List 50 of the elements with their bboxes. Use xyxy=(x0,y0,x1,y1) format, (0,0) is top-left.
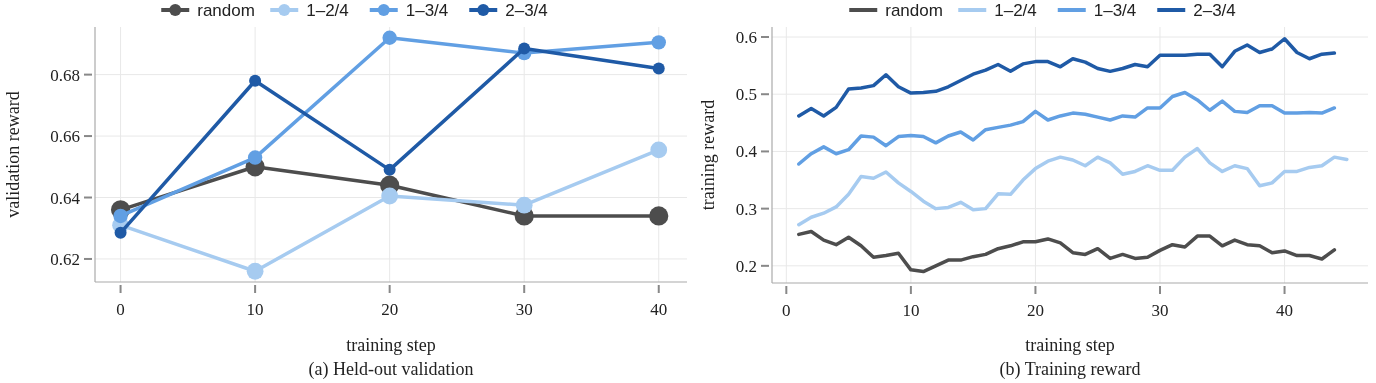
legend-label: 2–3/4 xyxy=(1193,1,1236,20)
text: (a) Held-out validation xyxy=(308,359,474,380)
legend-label: 1–3/4 xyxy=(405,1,449,20)
x-tick-label: 10 xyxy=(902,301,920,320)
point xyxy=(652,62,665,75)
y-tick-label: 0.4 xyxy=(735,142,758,162)
line-series xyxy=(797,90,1337,166)
y-tick-label: 0.6 xyxy=(735,28,757,48)
point xyxy=(114,226,127,239)
point xyxy=(249,74,262,87)
x-tick-label: 20 xyxy=(381,300,399,319)
legend-label: 1–2/4 xyxy=(994,1,1037,20)
y-tick-label: 0.5 xyxy=(735,85,757,105)
point xyxy=(650,141,668,159)
legend-label: 1–2/4 xyxy=(306,1,349,20)
point xyxy=(246,262,264,280)
x-tick-label: 0 xyxy=(782,301,791,320)
y-tick-label: 0.62 xyxy=(50,249,80,269)
y-tick-label: 0.64 xyxy=(50,188,81,208)
y-tick-label: 0.3 xyxy=(735,199,757,219)
line-series xyxy=(797,146,1349,227)
y-axis-title: validation reward xyxy=(3,91,23,218)
legend-label: 1–3/4 xyxy=(1093,1,1137,20)
x-tick-label: 30 xyxy=(515,300,533,319)
x-tick-label: 10 xyxy=(246,300,264,319)
line-series xyxy=(797,36,1337,118)
y-tick-label: 0.66 xyxy=(50,127,80,147)
x-axis-title: training step xyxy=(346,335,436,355)
x-tick-label: 0 xyxy=(116,300,125,319)
x-tick-label: 40 xyxy=(650,300,668,319)
y-tick-label: 0.68 xyxy=(50,65,80,85)
point xyxy=(518,42,531,55)
x-tick-label: 40 xyxy=(1276,301,1294,320)
point xyxy=(649,206,669,226)
point xyxy=(651,35,666,50)
line-series xyxy=(797,229,1337,274)
point xyxy=(381,187,399,205)
legend-label: random xyxy=(197,1,255,20)
y-tick-label: 0.2 xyxy=(735,256,757,276)
legend-label: 2–3/4 xyxy=(505,1,548,20)
text: (b) Training reward xyxy=(999,359,1141,380)
point xyxy=(515,196,533,214)
legend-label: random xyxy=(885,1,943,20)
point xyxy=(382,30,397,45)
x-tick-label: 30 xyxy=(1151,301,1169,320)
point xyxy=(247,150,263,165)
x-axis-title: training step xyxy=(1025,335,1115,355)
x-tick-label: 20 xyxy=(1026,301,1044,320)
point xyxy=(383,163,396,176)
y-axis-title: training reward xyxy=(698,99,718,211)
